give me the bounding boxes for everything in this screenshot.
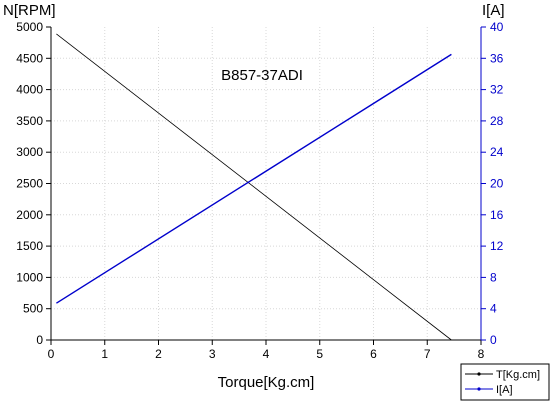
y-left-tick-label: 1000 [16, 270, 43, 284]
right-axis-title: I[A] [482, 2, 505, 19]
y-left-tick-label: 3500 [16, 114, 43, 128]
y-right-tick-label: 28 [490, 114, 504, 128]
x-tick-label: 5 [316, 347, 323, 361]
legend: T[Kg.cm] I[A] [460, 363, 550, 401]
y-right-tick-label: 36 [490, 51, 504, 65]
y-right-tick-label: 40 [490, 20, 504, 34]
x-tick-label: 6 [370, 347, 377, 361]
series-layer [56, 33, 452, 341]
legend-label-speed: T[Kg.cm] [496, 369, 540, 381]
grid [51, 27, 481, 340]
left-axis-title: N[RPM] [3, 2, 56, 19]
x-axis-title: Torque[Kg.cm] [218, 374, 315, 391]
y-right-tick-label: 4 [490, 302, 497, 316]
y-right-tick-label: 32 [490, 83, 504, 97]
x-tick-label: 3 [209, 347, 216, 361]
x-tick-label: 7 [424, 347, 431, 361]
y-left-tick-label: 1500 [16, 239, 43, 253]
chart-title: B857-37ADI [221, 67, 303, 84]
legend-marker-current [477, 387, 481, 391]
series-line-speed [56, 33, 452, 341]
y-right-tick-label: 8 [490, 270, 497, 284]
y-left-tick-label: 4500 [16, 51, 43, 65]
y-left-tick-label: 500 [23, 302, 43, 316]
y-left-tick-label: 5000 [16, 20, 43, 34]
tick-labels: 0 1 2 3 4 5 6 7 80500100015002000250030003500400… [16, 20, 503, 361]
series-line-current [56, 53, 452, 304]
x-tick-label: 1 [101, 347, 108, 361]
y-left-tick-label: 3000 [16, 145, 43, 159]
x-tick-label: 0 [48, 347, 55, 361]
x-tick-label: 8 [478, 347, 485, 361]
legend-box [460, 363, 550, 401]
x-tick-label: 4 [263, 347, 270, 361]
y-right-tick-label: 12 [490, 239, 504, 253]
y-left-tick-label: 0 [36, 333, 43, 347]
axes [46, 26, 486, 345]
legend-label-current: I[A] [496, 384, 513, 396]
y-right-tick-label: 24 [490, 145, 504, 159]
y-right-tick-label: 0 [490, 333, 497, 347]
y-right-tick-label: 20 [490, 177, 504, 191]
y-left-tick-label: 2000 [16, 208, 43, 222]
x-tick-label: 2 [155, 347, 162, 361]
legend-marker-speed [477, 372, 481, 376]
y-left-tick-label: 2500 [16, 177, 43, 191]
y-left-tick-label: 4000 [16, 83, 43, 97]
y-right-tick-label: 16 [490, 208, 504, 222]
